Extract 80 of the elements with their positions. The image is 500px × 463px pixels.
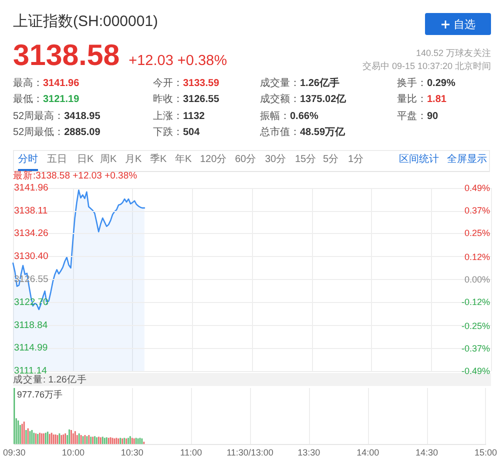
text: 五日 bbox=[47, 154, 67, 166]
text: 昨收： bbox=[153, 94, 183, 105]
y2-tick-label: 0.25% bbox=[464, 228, 490, 238]
text: 2885.09 bbox=[64, 127, 100, 138]
text: 3138.58 bbox=[13, 39, 120, 72]
y-tick-label: 3126.55 bbox=[14, 274, 48, 285]
text: 3126.55 bbox=[183, 94, 220, 105]
text: 52周最低： bbox=[13, 127, 64, 138]
y2-tick-label: 0.12% bbox=[464, 252, 490, 262]
text: 量比： bbox=[397, 94, 427, 105]
text: 日K bbox=[77, 154, 94, 166]
text: 3418.95 bbox=[64, 111, 100, 122]
y2-tick-label: 0.00% bbox=[464, 274, 490, 284]
x-tick-label: 10:30 bbox=[120, 448, 144, 458]
y2-tick-label: -0.37% bbox=[461, 344, 490, 354]
text: 0.66% bbox=[290, 111, 318, 122]
text: 52周最高： bbox=[13, 111, 64, 122]
x-tick-label: 09:30 bbox=[2, 448, 26, 458]
text: 0.29% bbox=[427, 78, 456, 89]
y-tick-label: 3134.26 bbox=[14, 228, 48, 240]
text: 月K bbox=[125, 154, 142, 166]
x-tick-label: 15:00 bbox=[474, 448, 498, 458]
y-tick-label: 3138.11 bbox=[14, 205, 48, 216]
text: 最低： bbox=[13, 94, 43, 105]
text: 下跌： bbox=[153, 127, 183, 138]
y-tick-label: 3118.84 bbox=[14, 320, 48, 331]
text: 1分 bbox=[348, 154, 364, 166]
text: 全屏显示 bbox=[447, 154, 487, 166]
y2-tick-label: -0.25% bbox=[461, 321, 490, 332]
x-tick-label: 14:00 bbox=[356, 448, 380, 458]
text: 3133.59 bbox=[183, 78, 220, 89]
text: 换手： bbox=[397, 78, 427, 89]
text: 分时 bbox=[18, 154, 38, 171]
text: 5分 bbox=[323, 154, 339, 166]
text: +12.03 +0.38% bbox=[128, 53, 228, 69]
text: 1375.02亿 bbox=[300, 94, 346, 105]
x-tick-label: 10:00 bbox=[62, 448, 84, 458]
add-button[interactable]: 自选 bbox=[425, 13, 491, 35]
text: 30分 bbox=[265, 154, 286, 166]
annotation: 977.76万手 bbox=[17, 390, 63, 400]
text: 120分 bbox=[200, 154, 227, 166]
text: 48.59万亿 bbox=[300, 127, 346, 138]
text: 60分 bbox=[235, 154, 256, 166]
text: 周K bbox=[100, 154, 117, 166]
y2-tick-label: 0.49% bbox=[464, 183, 490, 193]
text: 15分 bbox=[295, 154, 316, 166]
text: 今开： bbox=[153, 78, 183, 89]
text: 90 bbox=[427, 111, 438, 122]
y-tick-label: 3114.99 bbox=[14, 342, 48, 354]
text: 区间统计 bbox=[399, 154, 439, 166]
text: 总市值： bbox=[260, 127, 300, 138]
text: 最高： bbox=[13, 78, 43, 89]
text: 140.52 万球友关注 bbox=[416, 47, 491, 59]
text: 成交量： bbox=[260, 78, 300, 89]
x-tick-label: 14:30 bbox=[416, 448, 438, 458]
text: 3141.96 bbox=[43, 78, 80, 89]
y2-tick-label: -0.12% bbox=[461, 296, 490, 307]
y-tick-label: 3130.40 bbox=[14, 251, 48, 262]
y-tick-label: 3141.96 bbox=[14, 182, 48, 194]
text: 上证指数(SH:000001) bbox=[13, 12, 158, 32]
x-tick-label: 11:00 bbox=[180, 448, 202, 458]
text: 1.81 bbox=[427, 94, 446, 105]
x-tick-label: 11:30/13:00 bbox=[226, 448, 274, 458]
text: 季K bbox=[150, 154, 167, 166]
text: 年K bbox=[175, 154, 192, 166]
text: 振幅： bbox=[260, 111, 290, 122]
x-tick-label: 13:30 bbox=[298, 448, 320, 458]
y2-tick-label: 0.37% bbox=[464, 205, 490, 216]
text: 1.26亿手 bbox=[300, 78, 340, 89]
text: 3121.19 bbox=[43, 94, 80, 105]
y-tick-label: 3122.70 bbox=[14, 296, 48, 308]
text: 平盘： bbox=[397, 111, 427, 122]
chart-title: 成交量: 1.26亿手 bbox=[13, 374, 87, 386]
text: 交易中 09-15 10:37:20 北京时间 bbox=[362, 60, 491, 72]
chart-title: 最新:3138.58 +12.03 +0.38% bbox=[13, 170, 138, 182]
text: 成交额： bbox=[260, 94, 300, 105]
text: 1132 bbox=[183, 111, 205, 122]
y2-tick-label: -0.49% bbox=[461, 366, 490, 376]
text: 上涨： bbox=[153, 111, 183, 122]
text: 504 bbox=[183, 127, 200, 138]
